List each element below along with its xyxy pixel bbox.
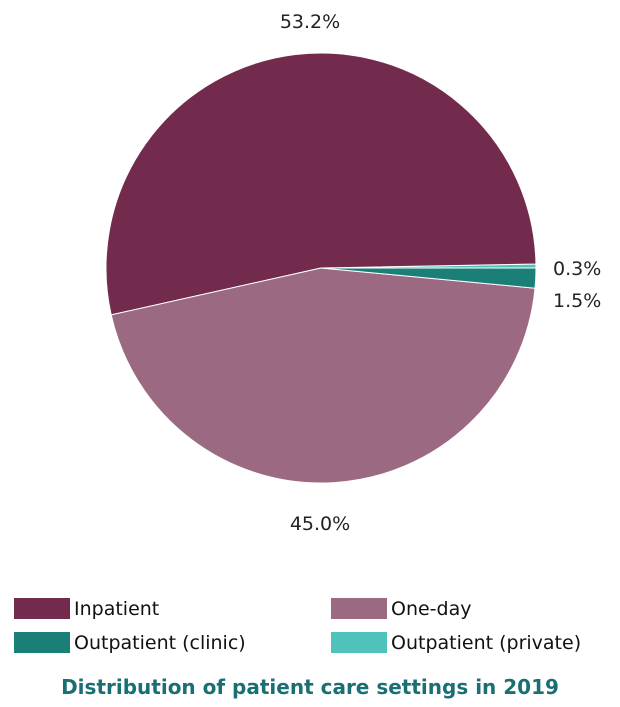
legend-label-outpatient-private: Outpatient (private)	[391, 632, 581, 654]
legend-swatch-outpatient-clinic	[14, 632, 70, 653]
legend-label-outpatient-clinic: Outpatient (clinic)	[74, 632, 246, 654]
pie-data-labels: 53.2% 45.0% 1.5% 0.3%	[280, 11, 601, 535]
data-label-inpatient: 53.2%	[280, 11, 340, 33]
legend-item-one-day: One-day	[331, 598, 472, 620]
chart-title: Distribution of patient care settings in…	[61, 675, 559, 699]
pie-slice-outpatient-clinic	[320, 267, 537, 289]
legend-label-one-day: One-day	[391, 598, 472, 620]
legend-swatch-inpatient	[14, 598, 70, 619]
legend: Inpatient One-day Outpatient (clinic) Outpa…	[14, 598, 581, 654]
pie-slice-inpatient	[105, 52, 537, 316]
legend-item-outpatient-clinic: Outpatient (clinic)	[14, 632, 246, 654]
legend-item-inpatient: Inpatient	[14, 598, 159, 620]
legend-item-outpatient-private: Outpatient (private)	[331, 632, 581, 654]
data-label-outpatient-private: 0.3%	[553, 258, 601, 280]
legend-swatch-outpatient-private	[331, 632, 387, 653]
pie-slices	[105, 52, 537, 484]
data-label-one-day: 45.0%	[290, 513, 350, 535]
legend-swatch-one-day	[331, 598, 387, 619]
legend-label-inpatient: Inpatient	[74, 598, 159, 620]
pie-slice-one-day	[110, 267, 536, 484]
data-label-outpatient-clinic: 1.5%	[553, 290, 601, 312]
